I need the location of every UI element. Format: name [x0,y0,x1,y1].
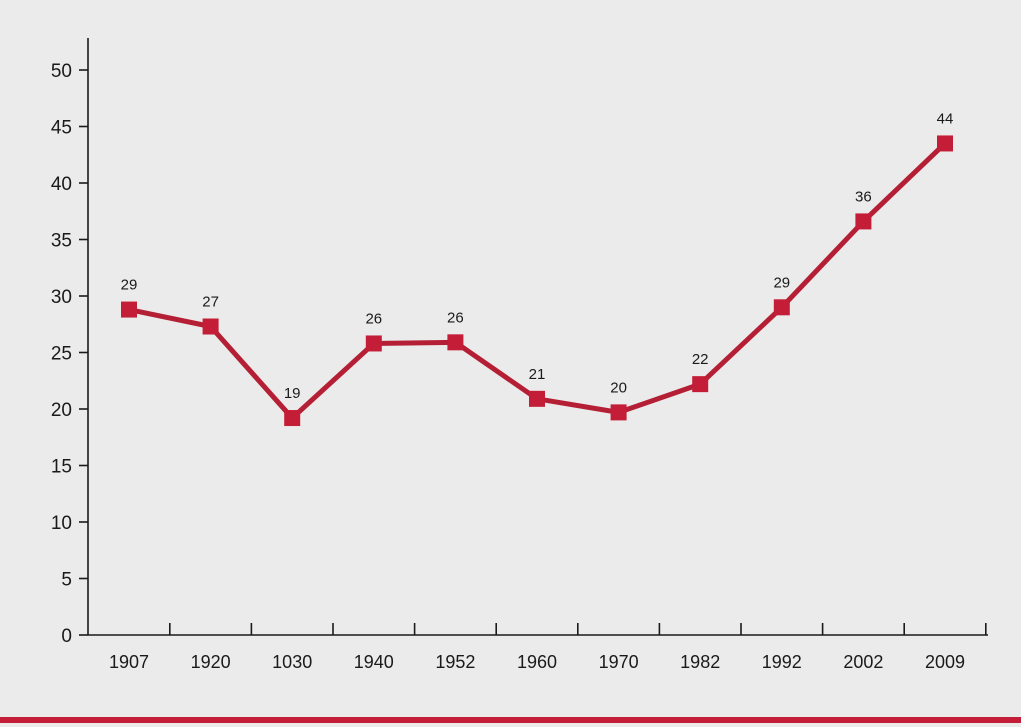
y-axis: 0 5 10 15 20 25 30 35 40 45 50 [51,38,89,647]
y-tick-label: 15 [51,457,72,478]
data-label: 26 [447,309,464,326]
x-tick-label: 2002 [843,652,883,672]
x-tick-label: 1952 [435,652,475,672]
y-tick-label: 5 [61,570,72,591]
y-tick-label: 45 [51,118,72,139]
data-point-marker [773,299,790,316]
data-label: 21 [529,366,546,383]
y-tick-label: 10 [51,513,72,534]
data-point-marker [202,318,219,335]
x-tick-label: 1992 [762,652,802,672]
data-label: 44 [937,110,954,127]
y-tick-label: 50 [51,61,72,82]
x-tick-label: 1960 [517,652,557,672]
data-label: 26 [365,310,382,327]
y-tick-label: 35 [51,231,72,252]
series-layer: 29 27 19 26 26 21 20 22 29 36 44 [121,110,954,427]
x-tick-label: 1907 [109,652,149,672]
bottom-rule [0,717,1021,723]
data-label: 22 [692,351,709,368]
y-tick-label: 30 [51,287,72,308]
y-tick-label: 25 [51,344,72,365]
x-tick-label: 1920 [191,652,231,672]
data-label: 27 [202,294,219,311]
data-point-marker [529,390,545,407]
data-point-marker [447,334,464,351]
data-point-marker [692,376,709,393]
data-label: 36 [855,188,872,205]
data-point-marker [937,135,953,152]
data-point-marker [284,410,301,427]
data-label: 29 [773,274,790,291]
data-label: 29 [121,277,138,294]
y-tick-label: 40 [51,174,72,195]
x-tick-label: 2009 [925,652,965,672]
y-tick-label: 0 [61,626,72,647]
data-point-marker [855,213,872,230]
x-tick-label: 1982 [680,652,720,672]
data-label: 19 [284,385,301,402]
x-tick-label: 1030 [272,652,312,672]
y-tick-label: 20 [51,400,72,421]
x-axis: 1907 1920 1030 1940 1952 1960 1970 1982 1992 2002… [88,623,988,672]
data-label: 20 [610,379,627,396]
data-point-marker [365,335,382,352]
data-point-marker [610,404,627,421]
x-tick-label: 1940 [354,652,394,672]
data-point-marker [121,301,137,318]
x-tick-label: 1970 [599,652,639,672]
